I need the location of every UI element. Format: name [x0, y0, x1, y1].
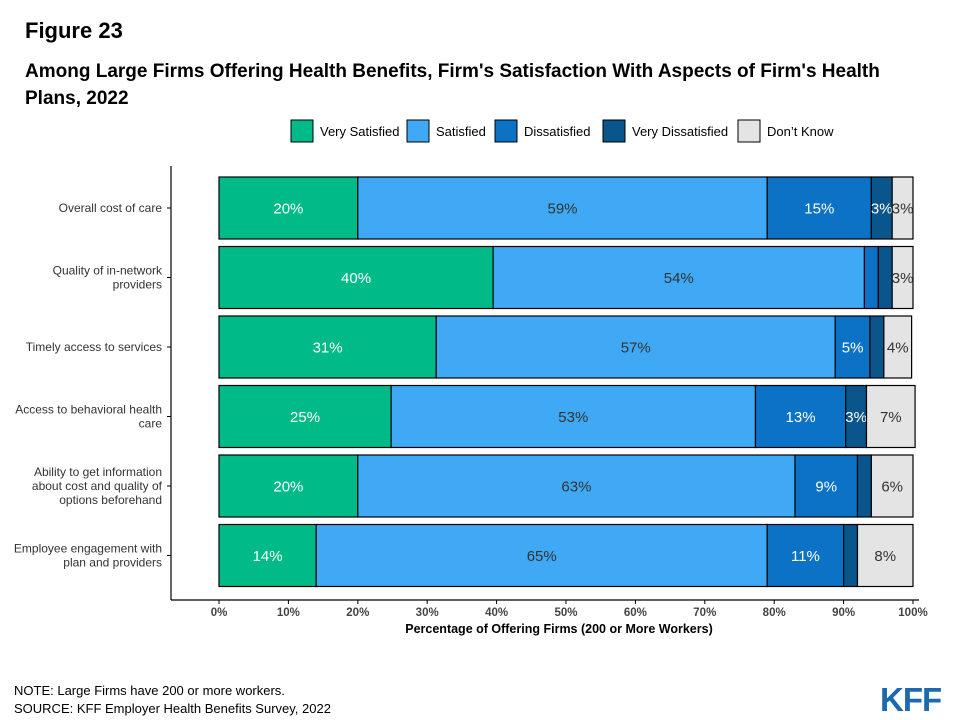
legend-swatch-satisfied [406, 119, 430, 143]
bar-don-t-know [865, 384, 916, 449]
data-label: 65% [527, 548, 557, 565]
legend: Very Satisfied Satisfied Dissatisfied Very … [290, 119, 834, 143]
bar-dissatisfied [863, 245, 879, 310]
bars: 20% 59% 15% 3% 3%40% 54% 3%31% 57% 5% 4%25% 53% 13%… [218, 176, 916, 588]
y-tick-label: Overall cost of care [59, 201, 163, 215]
data-label: 54% [664, 270, 694, 287]
data-label: 3% [892, 270, 914, 287]
bar-dissatisfied [794, 454, 859, 518]
x-tick-label: 30% [416, 607, 439, 619]
data-label: 4% [887, 340, 909, 357]
legend-label-don-t-know: Don’t Know [767, 124, 834, 139]
x-tick-label: 90% [832, 607, 855, 619]
legend-label-very-satisfied: Very Satisfied [320, 124, 400, 139]
chart-title: Among Large Firms Offering Health Benefi… [25, 61, 880, 109]
bar-don-t-know [891, 176, 914, 240]
data-label: 25% [290, 409, 320, 426]
y-tick-label: Timely access to services [26, 340, 162, 354]
note-text: NOTE: Large Firms have 200 or more worke… [14, 683, 285, 698]
bar-dissatisfied [766, 176, 872, 240]
x-tick-label: 60% [624, 607, 647, 619]
data-label: 5% [842, 340, 864, 357]
legend-label-dissatisfied: Dissatisfied [524, 124, 590, 139]
data-label: 3% [845, 409, 867, 426]
x-tick-label: 10% [277, 607, 300, 619]
x-tick-label: 20% [346, 607, 369, 619]
data-label: 14% [253, 548, 283, 565]
bar-satisfied [315, 523, 768, 588]
data-label: 3% [871, 201, 893, 218]
legend-label-satisfied: Satisfied [436, 124, 486, 139]
bar-satisfied [435, 315, 836, 379]
bar-very-satisfied [218, 315, 437, 379]
y-tick-label: Quality of in-network providers [53, 264, 163, 292]
bar-dissatisfied [766, 523, 845, 588]
legend-swatch-dissatisfied [494, 119, 518, 143]
data-label: 13% [786, 409, 816, 426]
figure-label: Figure 23 [25, 18, 123, 43]
kff-logo: KFF [880, 681, 942, 718]
data-label: 9% [815, 479, 837, 496]
x-axis-title: Percentage of Offering Firms (200 or Mor… [405, 622, 713, 636]
source-text: SOURCE: KFF Employer Health Benefits Sur… [14, 701, 331, 716]
data-label: 11% [791, 548, 820, 565]
bar-don-t-know [856, 523, 914, 588]
data-label: 15% [804, 201, 834, 218]
bar-very-dissatisfied [869, 315, 885, 379]
bar-very-dissatisfied [877, 245, 893, 310]
bar-satisfied [357, 176, 768, 240]
y-tick-label: Access to behavioral health care [15, 403, 162, 431]
x-tick-label: 40% [485, 607, 508, 619]
bar-very-dissatisfied [842, 523, 859, 588]
x-tick-label: 50% [554, 607, 577, 619]
data-label: 20% [273, 201, 303, 218]
data-label: 53% [558, 409, 588, 426]
x-tick-label: 70% [693, 607, 716, 619]
bar-very-satisfied [218, 523, 317, 588]
data-label: 59% [548, 201, 578, 218]
data-label: 31% [313, 340, 343, 357]
y-tick-label: Ability to get information about cost and… [32, 465, 163, 507]
bar-satisfied [492, 245, 866, 310]
bar-very-satisfied [218, 454, 359, 518]
legend-swatch-don-t-know [737, 119, 761, 143]
x-axis: 0% 10% 20% 30% 40% 50% 60% 70% 80% 90% 100% Percent… [171, 599, 928, 636]
data-label: 8% [874, 548, 896, 565]
bar-satisfied [357, 454, 796, 518]
data-label: 57% [621, 340, 651, 357]
data-label: 63% [561, 479, 591, 496]
x-tick-label: 100% [898, 607, 927, 619]
bar-satisfied [390, 384, 757, 449]
data-label: 3% [892, 201, 914, 218]
bar-very-satisfied [218, 245, 494, 310]
bar-dissatisfied [754, 384, 847, 449]
bar-don-t-know [883, 315, 913, 379]
y-axis: Overall cost of care Quality of in-networ… [14, 166, 172, 600]
legend-swatch-very-satisfied [290, 119, 314, 143]
bar-very-dissatisfied [856, 454, 872, 518]
y-tick-label: Employee engagement with plan and provide… [14, 542, 162, 570]
bar-don-t-know [891, 245, 914, 310]
data-label: 40% [341, 270, 371, 287]
data-label: 6% [881, 479, 903, 496]
legend-label-very-dissatisfied: Very Dissatisfied [632, 124, 728, 139]
x-tick-label: 80% [763, 607, 786, 619]
bar-don-t-know [870, 454, 914, 518]
data-label: 20% [273, 479, 303, 496]
data-label: 7% [880, 409, 902, 426]
bar-very-satisfied [218, 176, 359, 240]
x-tick-label: 0% [211, 607, 228, 619]
legend-swatch-very-dissatisfied [602, 119, 626, 143]
